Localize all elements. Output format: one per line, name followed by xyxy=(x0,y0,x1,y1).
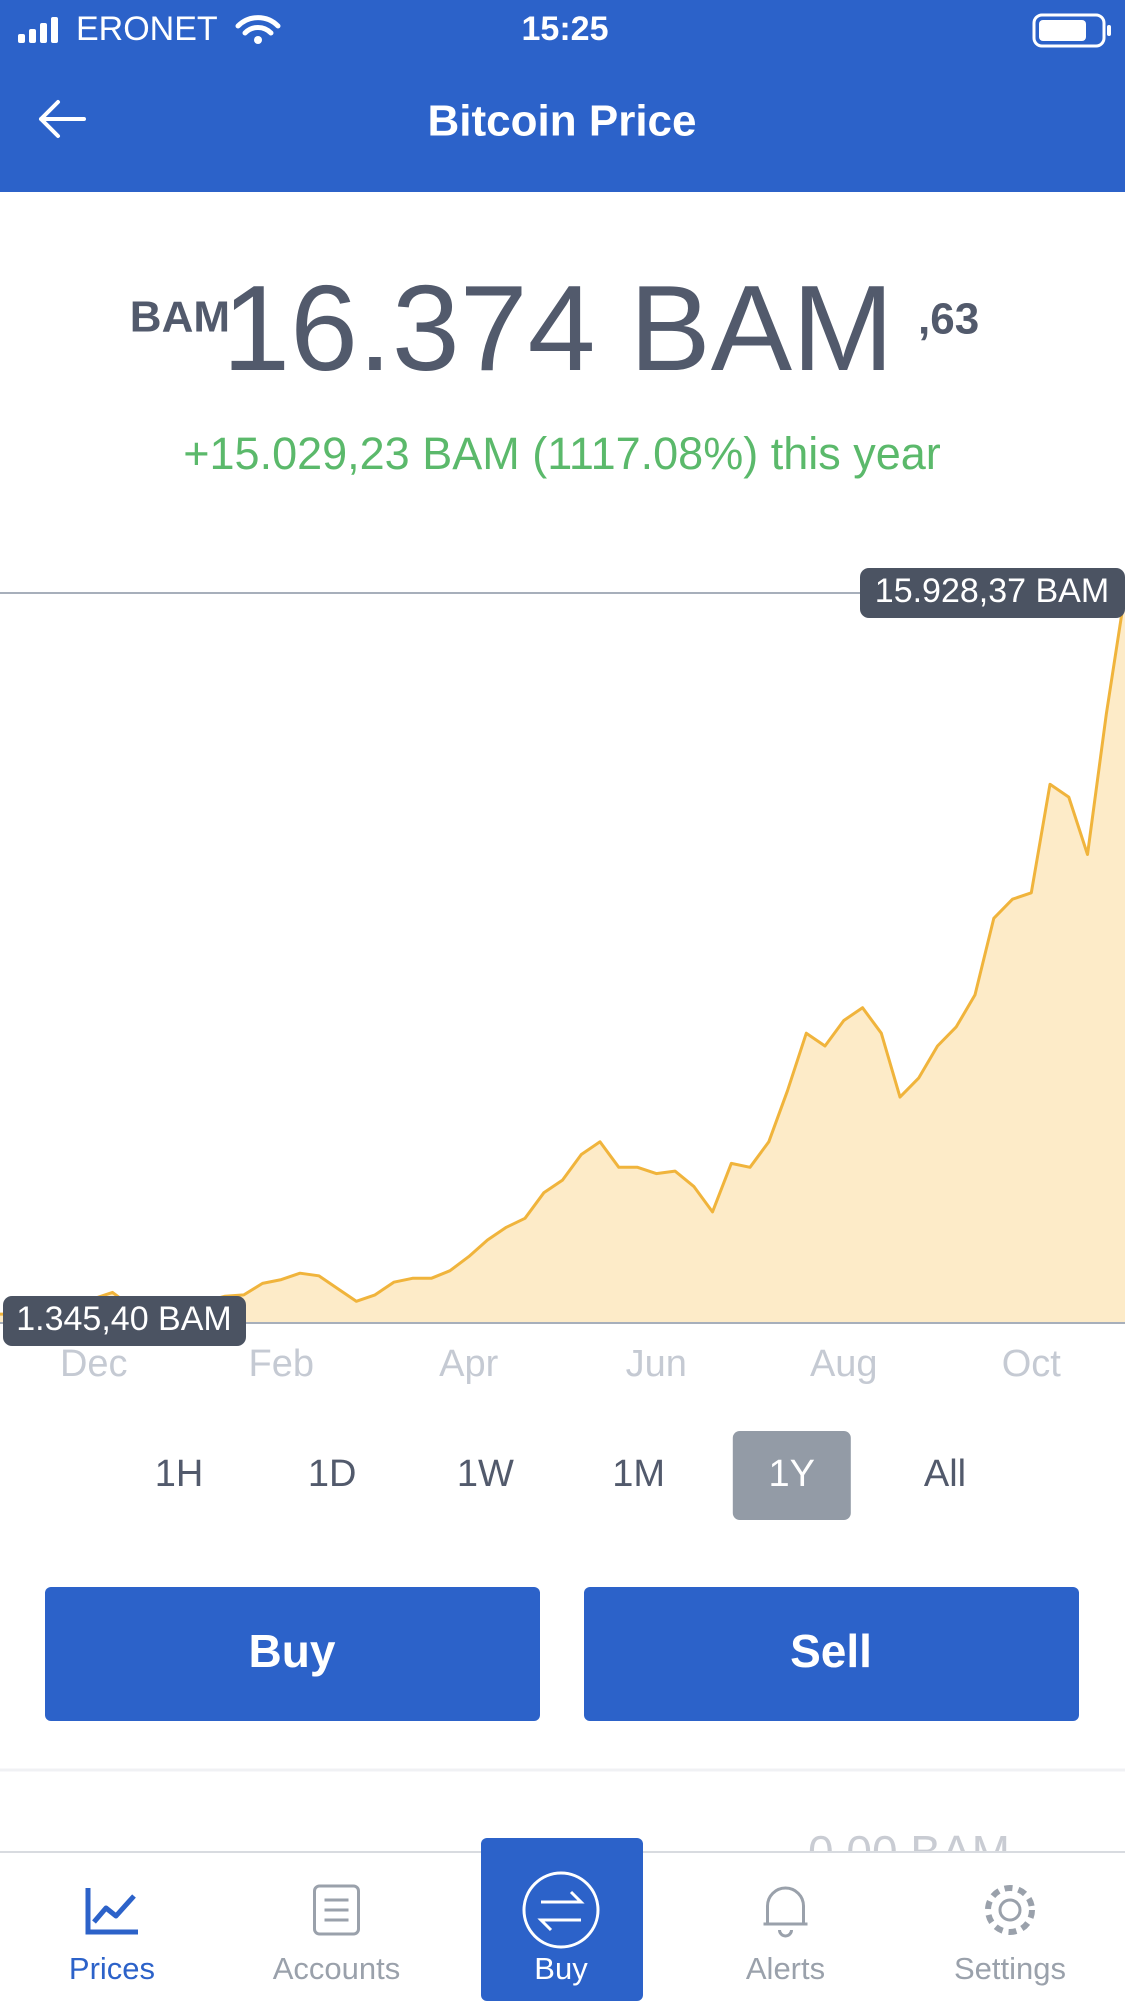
action-label[interactable]: Buy xyxy=(249,1625,336,1677)
tab-icon[interactable] xyxy=(313,1884,360,1936)
tab-icon[interactable] xyxy=(85,1888,138,1935)
high-label: 15.928,37 BAM xyxy=(875,572,1109,610)
battery-tip xyxy=(1107,25,1111,36)
clock: 15:25 xyxy=(522,10,609,48)
range-option[interactable]: 1W xyxy=(457,1453,514,1495)
low-label: 1.345,40 BAM xyxy=(16,1300,231,1338)
tab-label[interactable]: Accounts xyxy=(273,1951,401,1986)
tab-icon[interactable] xyxy=(985,1885,1035,1935)
tabs: Prices Accounts Buy Alerts Settings xyxy=(69,1871,1066,1986)
tab-icon[interactable] xyxy=(763,1886,808,1938)
action-button[interactable] xyxy=(584,1587,1079,1721)
header-bg xyxy=(0,0,1125,192)
price-change: +15.029,23 BAM (1117.08%) this year xyxy=(183,428,941,479)
battery-icon xyxy=(1032,13,1106,48)
price-decimals: ,63 xyxy=(918,295,979,344)
tab-icon[interactable] xyxy=(522,1871,600,1949)
price-chart: 15.928,37 BAM 1.345,40 BAM Dec Feb Apr Jun Aug… xyxy=(0,568,1125,1385)
x-tick-label: Jun xyxy=(626,1343,687,1385)
low-label-bg xyxy=(3,1296,246,1346)
x-tick-label: Feb xyxy=(249,1343,314,1385)
range-option[interactable]: All xyxy=(924,1453,966,1495)
tab-label[interactable]: Settings xyxy=(954,1951,1066,1986)
wifi-dot xyxy=(254,36,262,44)
action-button[interactable] xyxy=(45,1587,540,1721)
x-tick-label: Aug xyxy=(810,1343,878,1385)
tab-label[interactable]: Alerts xyxy=(746,1951,825,1986)
wifi-icon xyxy=(235,15,281,36)
range-selector: 1H 1D 1W 1M 1Y All xyxy=(155,1431,966,1520)
high-label-bg xyxy=(860,568,1125,618)
tab-label[interactable]: Prices xyxy=(69,1951,155,1986)
x-tick-label: Dec xyxy=(60,1343,128,1385)
area-fill xyxy=(0,593,1125,1323)
currency-label: BAM xyxy=(130,293,230,342)
range-option[interactable]: 1Y xyxy=(769,1453,815,1495)
range-selected-bg xyxy=(732,1431,851,1520)
battery-level xyxy=(1039,20,1086,41)
action-label[interactable]: Sell xyxy=(790,1625,872,1677)
x-tick-label: Oct xyxy=(1002,1343,1062,1385)
price-main: 16.374 BAM xyxy=(222,260,893,396)
back-button[interactable] xyxy=(39,100,86,138)
x-tick-label: Apr xyxy=(439,1343,498,1385)
page-title: Bitcoin Price xyxy=(428,97,697,146)
range-option[interactable]: 1M xyxy=(612,1453,665,1495)
range-option[interactable]: 1H xyxy=(155,1453,204,1495)
range-option[interactable]: 1D xyxy=(308,1453,357,1495)
signal-icon xyxy=(18,17,58,43)
tab-label[interactable]: Buy xyxy=(534,1951,588,1986)
carrier: ERONET xyxy=(76,10,218,48)
